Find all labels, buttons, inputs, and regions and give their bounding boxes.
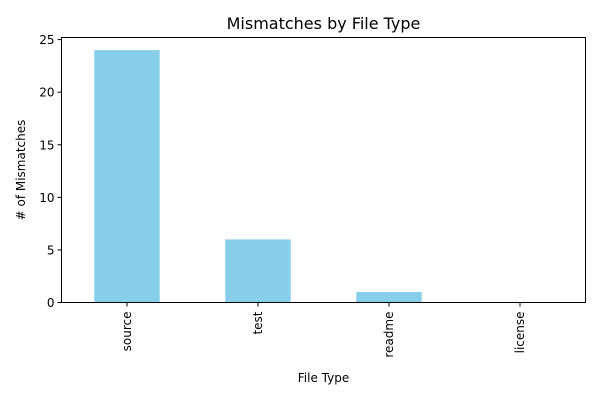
y-tick-label-20: 20 bbox=[39, 86, 54, 100]
bar-source bbox=[94, 50, 160, 303]
bar-test bbox=[225, 239, 291, 303]
y-tick-label-10: 10 bbox=[39, 191, 54, 205]
bar-readme bbox=[356, 291, 422, 303]
y-tick-label-15: 15 bbox=[39, 138, 54, 152]
y-tick-label-25: 25 bbox=[39, 33, 54, 47]
y-tick-label-0: 0 bbox=[47, 296, 55, 310]
x-tick-label-license: license bbox=[513, 312, 527, 354]
y-tick-label-5: 5 bbox=[47, 243, 55, 257]
chart-title: Mismatches by File Type bbox=[227, 14, 421, 33]
x-axis: source test readme license bbox=[120, 302, 527, 358]
y-axis-label: # of Mismatches bbox=[14, 120, 28, 221]
x-axis-label: File Type bbox=[298, 371, 349, 385]
y-axis: 0 5 10 15 20 25 bbox=[39, 33, 62, 310]
plot-frame bbox=[61, 37, 586, 303]
bars-group bbox=[94, 50, 422, 303]
x-tick-label-readme: readme bbox=[382, 312, 396, 358]
x-tick-label-source: source bbox=[120, 312, 134, 352]
x-tick-label-test: test bbox=[251, 311, 265, 334]
